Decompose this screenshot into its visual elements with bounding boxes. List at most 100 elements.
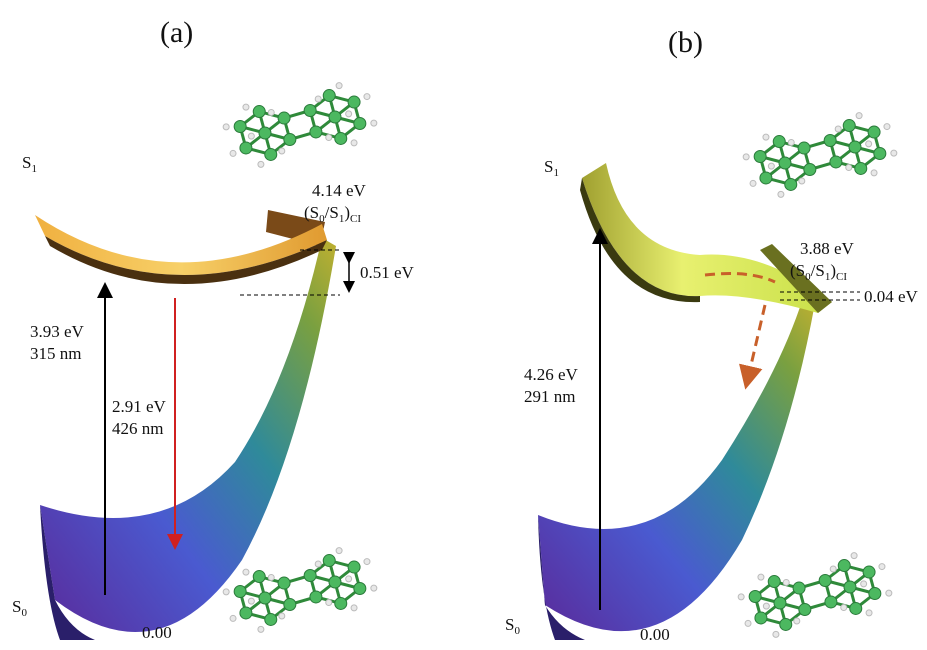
atom — [234, 120, 246, 132]
atom — [348, 96, 360, 108]
hydrogen — [745, 620, 751, 626]
atom — [240, 142, 252, 154]
page: {"panels": [ {"label": "(a)", "s1": {"ba… — [0, 0, 927, 650]
atom — [284, 134, 296, 146]
hydrogen — [336, 83, 342, 89]
hydrogen — [738, 594, 744, 600]
hydrogen — [230, 615, 236, 621]
hydrogen — [346, 111, 352, 117]
hydrogen — [788, 139, 794, 145]
hydrogen — [773, 631, 779, 637]
atom — [874, 148, 886, 160]
hydrogen — [248, 598, 254, 604]
hydrogen — [794, 618, 800, 624]
hydrogen — [866, 610, 872, 616]
hydrogen — [778, 191, 784, 197]
hydrogen — [371, 120, 377, 126]
hydrogen — [841, 605, 847, 611]
gap-label: 0.04 eV — [864, 287, 919, 306]
hydrogen — [371, 585, 377, 591]
hydrogen — [851, 553, 857, 559]
atom — [240, 607, 252, 619]
hydrogen — [879, 564, 885, 570]
hydrogen — [258, 626, 264, 632]
atom — [830, 156, 842, 168]
hydrogen — [243, 104, 249, 110]
hydrogen — [891, 150, 897, 156]
hydrogen — [326, 600, 332, 606]
panel-b: (b) S1 S0 3.88 eV (S0/S1)CI 0.04 eV 4.26… — [505, 26, 919, 644]
atom — [798, 142, 810, 154]
hydrogen — [861, 581, 867, 587]
hydrogen — [326, 135, 332, 141]
hydrogen — [830, 566, 836, 572]
hydrogen — [783, 579, 789, 585]
hydrogen — [223, 124, 229, 130]
hydrogen — [886, 590, 892, 596]
atom — [793, 582, 805, 594]
absorption-energy: 4.26 eV — [524, 365, 579, 384]
ci-energy: 3.88 eV — [800, 239, 855, 258]
molecule — [743, 113, 897, 198]
absorption-energy: 3.93 eV — [30, 322, 85, 341]
atom — [850, 602, 862, 614]
atom — [774, 597, 786, 609]
hydrogen — [866, 141, 872, 147]
hydrogen — [856, 113, 862, 119]
origin-energy: 0.00 — [142, 623, 172, 642]
atom — [785, 178, 797, 190]
molecule — [223, 548, 377, 633]
hydrogen — [871, 170, 877, 176]
atom — [825, 596, 837, 608]
origin-energy: 0.00 — [640, 625, 670, 644]
s1-label: S1 — [544, 157, 559, 179]
atom — [779, 157, 791, 169]
hydrogen — [351, 140, 357, 146]
hydrogen — [351, 605, 357, 611]
hydrogen — [223, 589, 229, 595]
atom — [780, 618, 792, 630]
atom — [824, 134, 836, 146]
emission-wavelength: 426 nm — [112, 419, 163, 438]
atom — [329, 111, 341, 123]
atom — [768, 576, 780, 588]
atom — [838, 560, 850, 572]
hydrogen — [768, 163, 774, 169]
atom — [259, 127, 271, 139]
panel-a: (a) S1 S0 4.14 eV (S0/S1)CI 0.51 eV 3.93… — [12, 16, 415, 642]
atom — [323, 555, 335, 567]
hydrogen — [248, 133, 254, 139]
atom — [863, 566, 875, 578]
atom — [843, 120, 855, 132]
atom — [819, 574, 831, 586]
atom — [304, 569, 316, 581]
atom — [234, 585, 246, 597]
atom — [855, 162, 867, 174]
s0-label: S0 — [12, 597, 27, 619]
hydrogen — [846, 165, 852, 171]
ci-energy: 4.14 eV — [312, 181, 367, 200]
atom — [773, 136, 785, 148]
hydrogen — [268, 109, 274, 115]
atom — [868, 126, 880, 138]
atom — [348, 561, 360, 573]
hydrogen — [279, 148, 285, 154]
gap-label: 0.51 eV — [360, 263, 415, 282]
molecule — [738, 553, 892, 638]
atom — [849, 141, 861, 153]
atom — [760, 172, 772, 184]
atom — [253, 106, 265, 118]
atom — [749, 590, 761, 602]
emission-energy: 2.91 eV — [112, 397, 167, 416]
atom — [278, 112, 290, 124]
s0-surface — [40, 238, 336, 632]
hydrogen — [346, 576, 352, 582]
panel-label: (b) — [668, 26, 703, 59]
atom — [323, 90, 335, 102]
atom — [869, 588, 881, 600]
atom — [265, 613, 277, 625]
absorption-wavelength: 291 nm — [524, 387, 575, 406]
hydrogen — [835, 126, 841, 132]
atom — [259, 592, 271, 604]
atom — [310, 591, 322, 603]
